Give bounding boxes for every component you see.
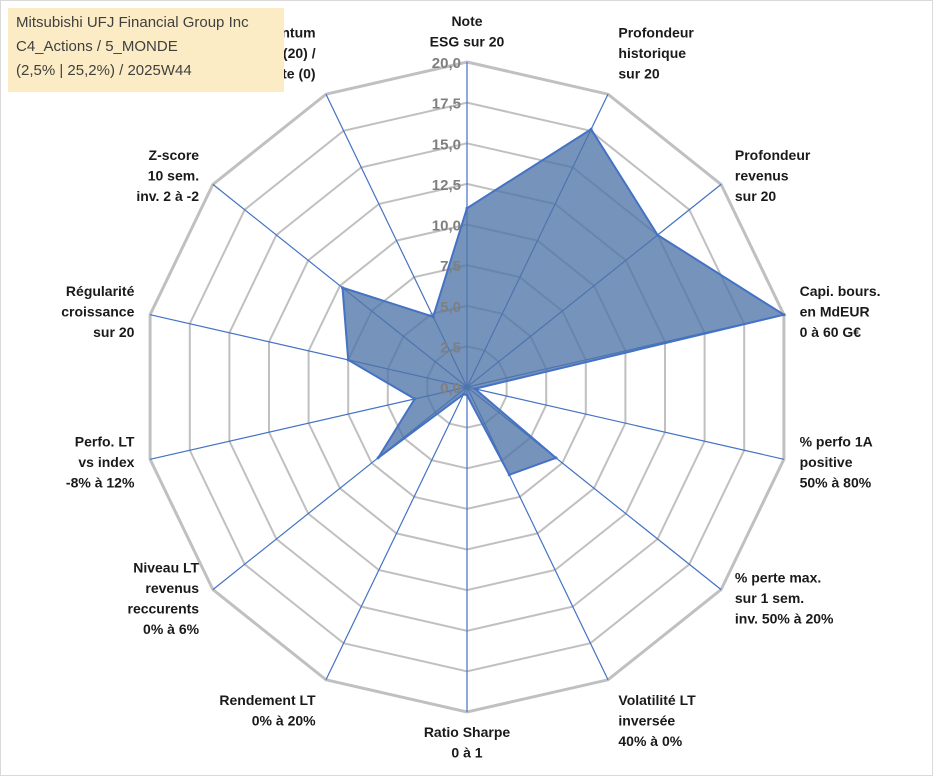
series-point <box>465 393 469 397</box>
radial-tick-labels: 0,0 2,5 5,0 7,5 10,0 12,5 15,0 17,5 20,0 <box>432 55 461 397</box>
axis-label: % perte max. sur 1 sem. inv. 50% à 20% <box>735 570 834 627</box>
series-point <box>656 233 660 237</box>
axis-label-line: sur 20 <box>618 66 659 82</box>
axis-spoke <box>325 386 468 681</box>
axis-label-line: % perte max. <box>735 570 821 586</box>
radar-series <box>341 127 787 477</box>
series-point <box>346 358 350 362</box>
axis-label-line: sur 20 <box>735 188 776 204</box>
series-point <box>554 456 558 460</box>
axis-label: Profondeur revenus sur 20 <box>735 147 811 204</box>
axis-label-line: historique <box>618 45 686 61</box>
axis-label-line: Volatilité LT <box>618 692 696 708</box>
series-point <box>473 387 477 391</box>
axis-label-line: ESG sur 20 <box>430 34 505 50</box>
series-point <box>341 286 344 290</box>
axis-label-line: reccurents <box>128 600 200 616</box>
axis-label-line: inv. 50% à 20% <box>735 611 834 627</box>
axis-label-line: inv. 2 à -2 <box>136 188 199 204</box>
axis-label-line: Perfo. LT <box>75 434 135 450</box>
axis-label-line: Z-score <box>149 147 200 163</box>
axis-label-line: -8% à 12% <box>66 475 135 491</box>
axis-label-line: 10 sem. <box>148 167 199 183</box>
tick-label: 12,5 <box>432 177 461 194</box>
axis-label-line: Profondeur <box>618 25 694 41</box>
axis-label-line: Régularité <box>66 283 135 299</box>
axis-label: Volatilité LT inversée 40% à 0% <box>618 692 696 749</box>
axis-label-line: vs index <box>78 454 134 470</box>
axis-label: Z-score 10 sem. inv. 2 à -2 <box>136 147 199 204</box>
chart-title-line-1: Mitsubishi UFJ Financial Group Inc <box>16 14 249 31</box>
series-point <box>465 206 469 210</box>
tick-label: 17,5 <box>432 96 461 113</box>
chart-title-line-2: C4_Actions / 5_MONDE <box>16 38 178 55</box>
series-point <box>431 315 435 319</box>
tick-label: 5,0 <box>440 299 461 316</box>
series-point <box>782 313 786 317</box>
series-point <box>589 127 593 131</box>
axis-label-line: 40% à 0% <box>618 733 682 749</box>
tick-label: 2,5 <box>440 339 461 356</box>
axis-label-line: sur 20 <box>93 324 134 340</box>
axis-label: Niveau LT revenus reccurents 0% à 6% <box>128 559 200 637</box>
axis-label-line: Niveau LT <box>133 559 199 575</box>
axis-label: Capi. bours. en MdEUR 0 à 60 G€ <box>800 283 881 340</box>
axis-label-line: 0% à 6% <box>143 621 200 637</box>
axis-label-line: en MdEUR <box>800 303 870 319</box>
axis-label-line: % perfo 1A <box>800 434 873 450</box>
axis-label-line: Rendement LT <box>219 692 316 708</box>
axis-label-line: revenus <box>145 580 199 596</box>
tick-label: 10,0 <box>432 218 461 235</box>
axis-label-line: 0 à 60 G€ <box>800 324 862 340</box>
axis-label-line: 0 à 1 <box>451 745 482 761</box>
axis-label-line: Profondeur <box>735 147 811 163</box>
tick-label: 20,0 <box>432 55 461 72</box>
axis-label: Rendement LT 0% à 20% <box>219 692 316 729</box>
axis-label-line: inversée <box>618 712 675 728</box>
chart-title-box: Mitsubishi UFJ Financial Group Inc C4_Ac… <box>8 8 284 92</box>
tick-label: 0,0 <box>440 380 461 397</box>
axis-label-line: Note <box>451 13 482 29</box>
axis-label: Régularité croissance sur 20 <box>61 283 134 340</box>
chart-title-line-3: (2,5% | 25,2%) / 2025W44 <box>16 62 192 79</box>
series-point <box>507 473 511 477</box>
series-point <box>376 456 380 460</box>
series-point <box>462 392 465 396</box>
axis-label: Profondeur historique sur 20 <box>618 25 694 82</box>
axis-label-line: sur 1 sem. <box>735 590 804 606</box>
tick-label: 15,0 <box>432 136 461 153</box>
axis-label: Ratio Sharpe 0 à 1 <box>424 724 511 761</box>
axis-label: % perfo 1A positive 50% à 80% <box>800 434 873 491</box>
series-point <box>413 397 417 401</box>
tick-label: 7,5 <box>440 258 461 275</box>
axis-label: Note ESG sur 20 <box>430 13 505 50</box>
axis-label-line: 50% à 80% <box>800 475 872 491</box>
axis-label-line: positive <box>800 454 853 470</box>
axis-label-line: croissance <box>61 303 134 319</box>
axis-label-line: Ratio Sharpe <box>424 724 511 740</box>
axis-label-line: 0% à 20% <box>252 712 316 728</box>
axis-label-line: Capi. bours. <box>800 283 881 299</box>
axis-label: Perfo. LT vs index -8% à 12% <box>66 434 135 491</box>
axis-label-line: revenus <box>735 167 789 183</box>
axis-spoke <box>466 386 785 460</box>
